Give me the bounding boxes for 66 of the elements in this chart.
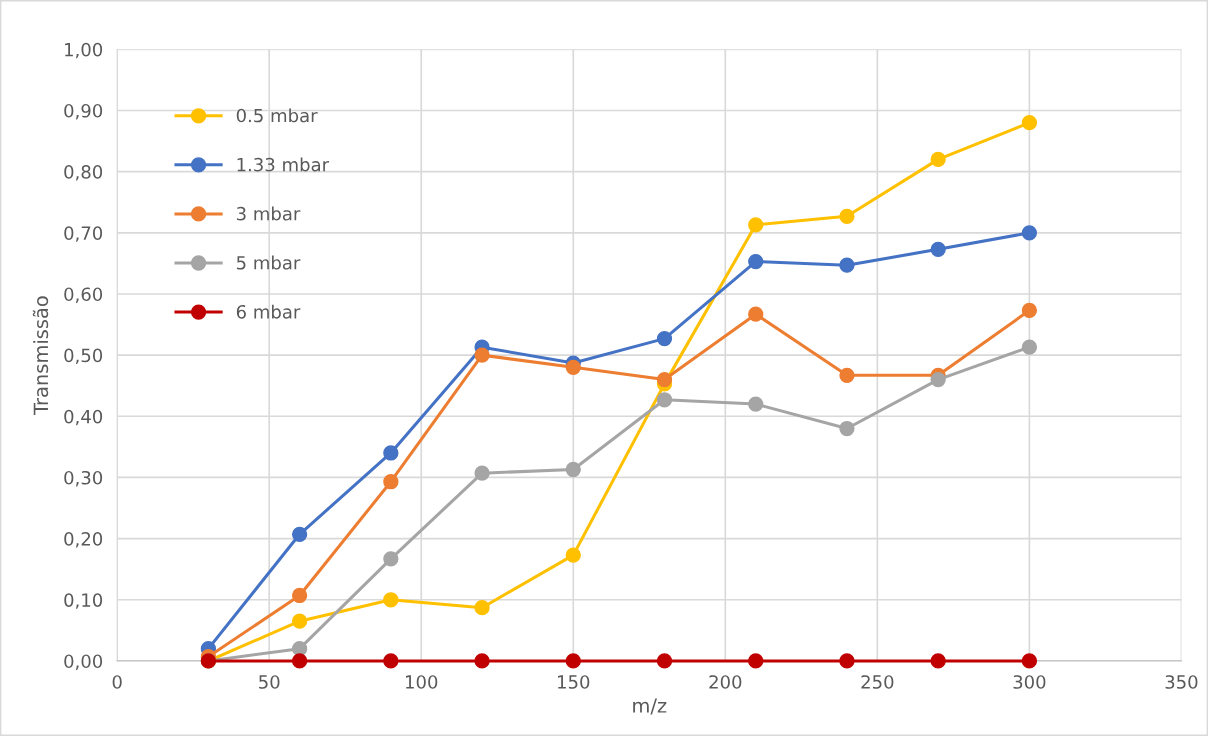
point bbox=[1021, 302, 1038, 319]
y-tick-label: 0,20 bbox=[64, 532, 103, 548]
point bbox=[839, 367, 855, 383]
point bbox=[565, 547, 581, 563]
point bbox=[565, 359, 581, 375]
y-tick-label: 0,10 bbox=[64, 593, 103, 609]
x-tick-label: 50 bbox=[259, 675, 280, 689]
point bbox=[383, 474, 399, 490]
point bbox=[474, 600, 490, 616]
legend-label: 0.5 mbar bbox=[236, 108, 318, 123]
legend-label: 3 mbar bbox=[236, 206, 301, 221]
point bbox=[474, 347, 490, 363]
point bbox=[291, 653, 308, 669]
point bbox=[930, 241, 946, 257]
point bbox=[748, 217, 764, 233]
point bbox=[656, 371, 673, 388]
point bbox=[839, 208, 855, 224]
point bbox=[656, 392, 673, 408]
point bbox=[474, 465, 490, 481]
point bbox=[291, 613, 308, 629]
point bbox=[748, 396, 764, 412]
x-tick-label: 100 bbox=[406, 675, 438, 689]
legend-label: 5 mbar bbox=[236, 255, 301, 270]
point bbox=[1021, 339, 1038, 355]
y-tick-label: 0,90 bbox=[64, 103, 103, 120]
point bbox=[839, 653, 855, 669]
point bbox=[748, 306, 764, 322]
point bbox=[930, 371, 946, 388]
x-tick-label: 150 bbox=[558, 675, 590, 689]
x-tick-label: 350 bbox=[1165, 675, 1198, 689]
point bbox=[383, 551, 399, 567]
legend-label: 6 mbar bbox=[236, 304, 301, 319]
point bbox=[839, 257, 855, 273]
point bbox=[1021, 225, 1038, 241]
point bbox=[565, 653, 581, 669]
y-tick-label: 0,30 bbox=[64, 470, 103, 487]
y-tick-label: 0,80 bbox=[64, 165, 103, 181]
point bbox=[383, 592, 399, 608]
point bbox=[565, 461, 581, 478]
point bbox=[291, 526, 308, 542]
point bbox=[748, 253, 764, 270]
y-tick-label: 0,70 bbox=[64, 226, 103, 242]
point bbox=[656, 653, 673, 669]
x-tick-label: 0 bbox=[112, 675, 122, 689]
y-tick-label: 0,00 bbox=[64, 654, 103, 670]
y-tick-label: 1,00 bbox=[65, 42, 103, 59]
point bbox=[930, 653, 946, 669]
y-tick-label: 0,60 bbox=[64, 287, 103, 303]
point bbox=[474, 653, 490, 669]
point bbox=[930, 151, 946, 168]
y-tick-label: 0,40 bbox=[64, 409, 103, 426]
point bbox=[1021, 115, 1038, 131]
point bbox=[383, 445, 399, 461]
x-tick-label: 200 bbox=[709, 675, 742, 689]
y-tick-label: 0,50 bbox=[64, 348, 103, 365]
x-tick-label: 300 bbox=[1013, 675, 1046, 689]
point bbox=[748, 653, 764, 669]
point bbox=[291, 587, 308, 604]
x-axis-title: m/z bbox=[633, 698, 667, 715]
legend-label: 1.33 mbar bbox=[237, 157, 330, 172]
point bbox=[383, 653, 399, 669]
point bbox=[656, 330, 673, 347]
point bbox=[1021, 653, 1038, 669]
x-tick-label: 250 bbox=[861, 675, 894, 689]
point bbox=[839, 420, 855, 437]
y-axis-title: Transmissão bbox=[32, 296, 49, 416]
